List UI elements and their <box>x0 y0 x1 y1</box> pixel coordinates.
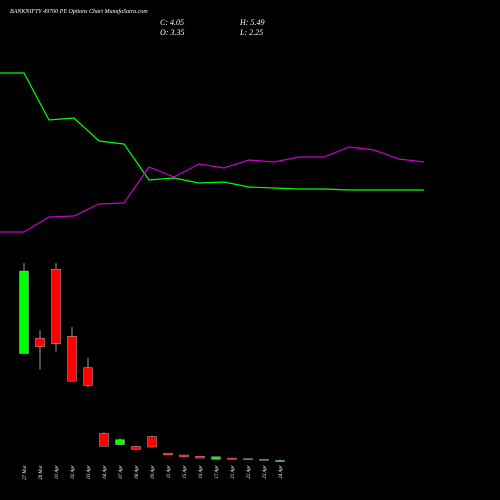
candle-body <box>163 452 173 456</box>
x-tick-label: 11 Apr <box>167 465 172 478</box>
candle-body <box>259 459 269 461</box>
stat-open: O: 3.35 <box>160 28 184 37</box>
stat-low: L: 2.25 <box>239 28 263 37</box>
x-tick-label: 16 Apr <box>199 465 204 479</box>
x-tick-label: 22 Apr <box>247 465 252 479</box>
x-tick-label: 27 Mar <box>23 465 28 480</box>
candle-body <box>147 436 157 448</box>
x-tick-label: 21 Apr <box>231 465 236 479</box>
candle-body <box>99 433 109 447</box>
x-tick-label: 04 Apr <box>103 465 108 479</box>
candle-body <box>243 458 253 460</box>
candle-body <box>67 336 77 382</box>
stat-close: C: 4.05 <box>160 18 184 27</box>
x-tick-label: 01 Apr <box>55 465 60 479</box>
line-series <box>0 146 425 233</box>
candle-body <box>211 456 221 460</box>
candle-body <box>227 457 237 460</box>
chart-title: BANKNIFTY 49700 PE Options Chart MunafaS… <box>10 8 148 15</box>
x-tick-label: 24 Apr <box>279 465 284 479</box>
candle-body <box>179 454 189 458</box>
candle-body <box>51 269 61 344</box>
x-tick-label: 23 Apr <box>263 465 268 479</box>
x-tick-label: 02 Apr <box>71 465 76 479</box>
x-tick-label: 17 Apr <box>215 465 220 479</box>
x-tick-label: 28 Mar <box>39 465 44 480</box>
candle-body <box>19 270 29 354</box>
candle-body <box>35 337 45 347</box>
line-series <box>0 72 424 191</box>
x-tick-label: 09 Apr <box>151 465 156 479</box>
candle-body <box>195 456 205 459</box>
candle-body <box>131 446 141 450</box>
x-tick-label: 03 Apr <box>87 465 92 479</box>
candle-body <box>275 460 285 462</box>
x-tick-label: 08 Apr <box>135 465 140 479</box>
candle-body <box>115 439 125 445</box>
x-tick-label: 07 Apr <box>119 465 124 479</box>
candle-body <box>83 367 93 386</box>
x-tick-label: 15 Apr <box>183 465 188 479</box>
stat-high: H: 5.49 <box>239 18 264 27</box>
